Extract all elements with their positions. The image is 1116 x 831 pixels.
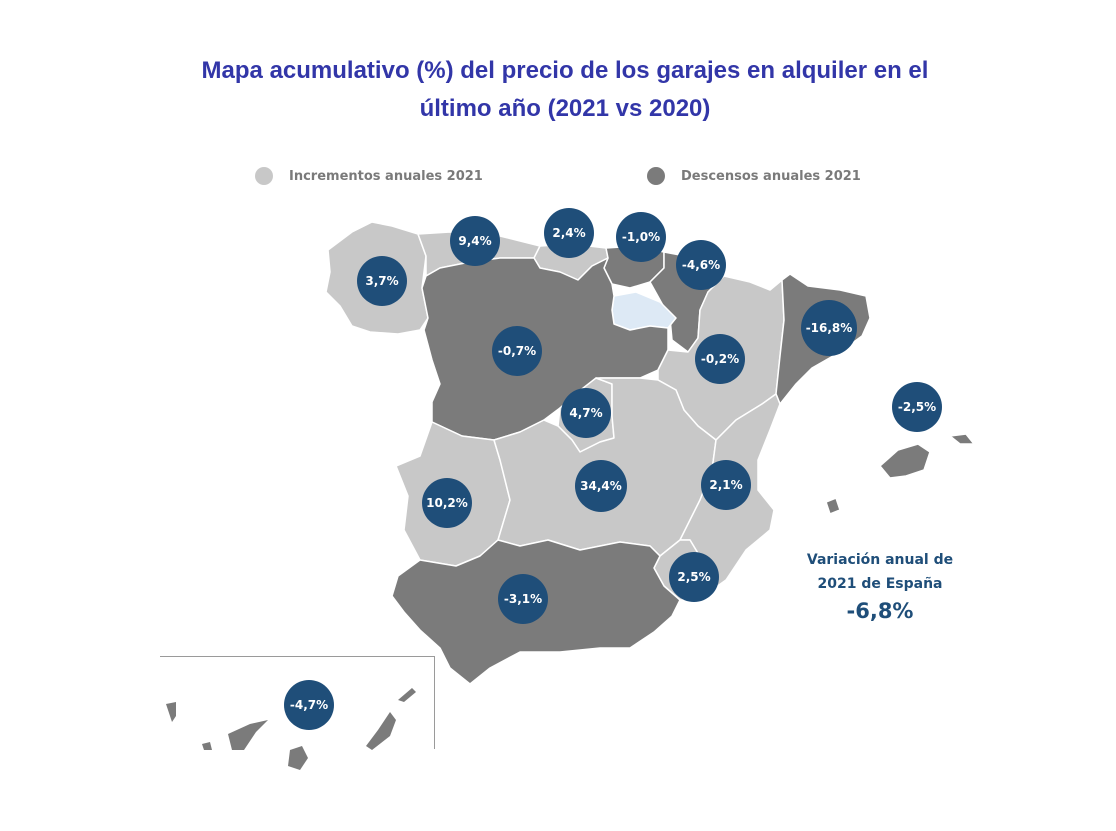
badge-murcia: 2,5% [669, 552, 719, 602]
badge-baleares: -2,5% [892, 382, 942, 432]
region-menorca [949, 433, 975, 445]
badge-andalucia: -3,1% [498, 574, 548, 624]
title-line-2: último año (2021 vs 2020) [419, 95, 711, 122]
badge-navarra: -4,6% [676, 240, 726, 290]
badge-comunidad-valenciana: 2,1% [701, 460, 751, 510]
region-canarias-gran-canaria [288, 746, 308, 770]
region-baleares [879, 443, 931, 479]
badge-castilla-y-leon: -0,7% [492, 326, 542, 376]
title-line-1: Mapa acumulativo (%) del precio de los g… [201, 57, 929, 84]
region-ibiza [825, 497, 841, 515]
legend-decrease-swatch [647, 167, 665, 185]
badge-galicia: 3,7% [357, 256, 407, 306]
legend-decrease-label: Descensos anuales 2021 [681, 168, 861, 184]
region-canarias-la-gomera [202, 742, 212, 750]
badge-aragon: -0,2% [695, 334, 745, 384]
region-canarias-fuerteventura [366, 712, 396, 750]
region-canarias-lanzarote [398, 688, 416, 702]
badge-asturias: 9,4% [450, 216, 500, 266]
summary-line-2: 2021 de España [817, 576, 943, 592]
badge-cantabria: 2,4% [544, 208, 594, 258]
badge-cataluna: -16,8% [801, 300, 857, 356]
spain-summary: Variación anual de 2021 de España -6,8% [770, 548, 990, 626]
badge-madrid: 4,7% [561, 388, 611, 438]
region-canarias-la-palma [166, 702, 176, 722]
badge-canarias: -4,7% [284, 680, 334, 730]
canarias-inset-frame [160, 656, 435, 749]
legend-increase-label: Incrementos anuales 2021 [289, 168, 483, 184]
summary-line-1: Variación anual de [806, 552, 954, 568]
legend-decrease: Descensos anuales 2021 [647, 165, 861, 187]
badge-castilla-la-mancha: 34,4% [575, 460, 627, 512]
region-canarias-tenerife [228, 720, 268, 750]
region-castilla-y-leon [421, 257, 669, 441]
map-title: Mapa acumulativo (%) del precio de los g… [0, 52, 1116, 128]
badge-extremadura: 10,2% [422, 478, 472, 528]
summary-value: -6,8% [846, 599, 914, 623]
badge-pais-vasco: -1,0% [616, 212, 666, 262]
legend-increase: Incrementos anuales 2021 [255, 165, 483, 187]
legend-increase-swatch [255, 167, 273, 185]
